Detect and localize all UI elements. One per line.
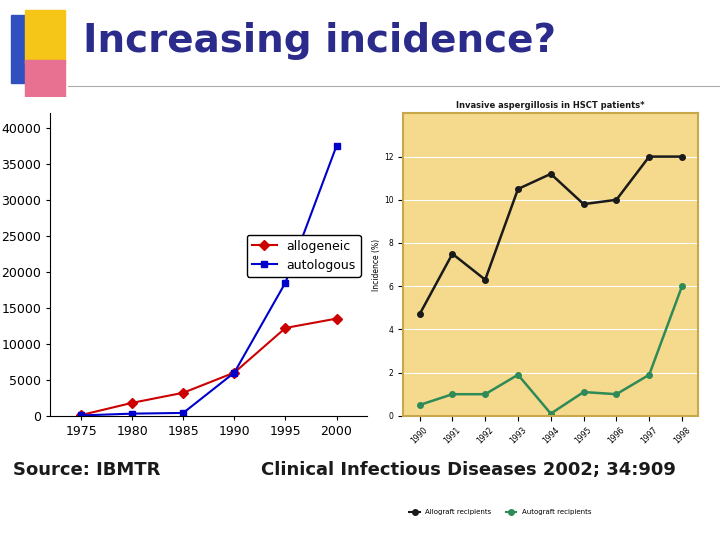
Title: Invasive aspergillosis in HSCT patients*: Invasive aspergillosis in HSCT patients* [456, 101, 645, 110]
allogeneic [128, 400, 137, 406]
Legend: allogeneic, autologous: allogeneic, autologous [247, 234, 361, 277]
allogeneic [281, 325, 289, 331]
Text: Clinical Infectious Diseases 2002; 34:909: Clinical Infectious Diseases 2002; 34:90… [261, 461, 675, 479]
autologous [332, 143, 341, 149]
Line: autologous: autologous [78, 143, 340, 419]
autologous [281, 279, 289, 286]
Text: Increasing incidence?: Increasing incidence? [83, 22, 556, 60]
allogeneic [332, 315, 341, 322]
autologous [179, 410, 188, 416]
Bar [25, 60, 65, 97]
Y-axis label: Incidence (%): Incidence (%) [372, 239, 381, 291]
Line: allogeneic: allogeneic [78, 315, 340, 418]
Bar [11, 15, 50, 83]
Text: Source: IBMTR: Source: IBMTR [13, 461, 160, 479]
autologous [77, 412, 86, 418]
Legend: Allograft recipients, Autograft recipients: Allograft recipients, Autograft recipien… [407, 507, 594, 518]
autologous [230, 369, 238, 376]
Bar [25, 10, 65, 63]
allogeneic [179, 389, 188, 396]
allogeneic [77, 412, 86, 418]
autologous [128, 410, 137, 417]
allogeneic [230, 369, 238, 376]
